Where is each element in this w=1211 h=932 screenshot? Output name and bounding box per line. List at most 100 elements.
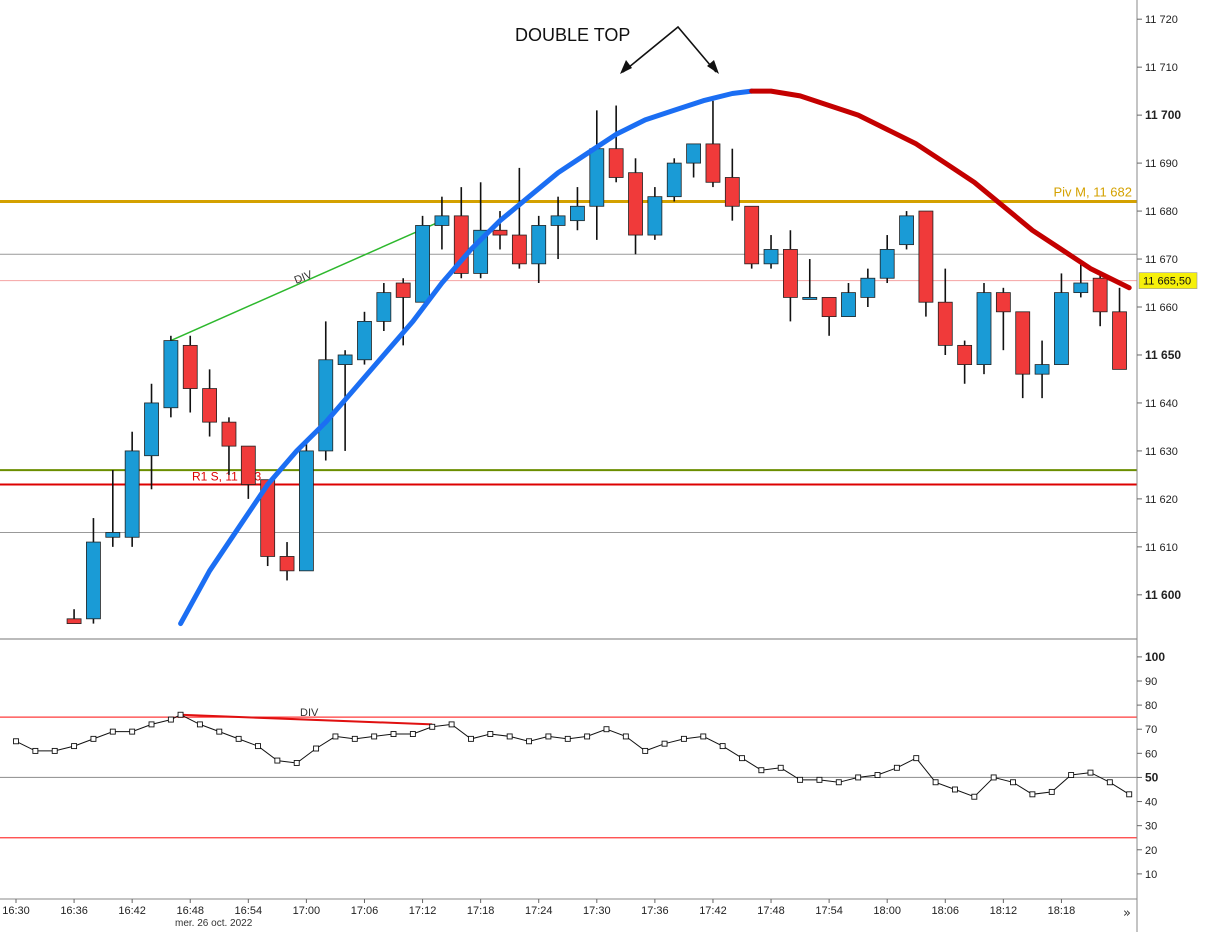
candle-body <box>511 234 527 265</box>
osc-point <box>371 733 378 740</box>
candle <box>608 105 624 183</box>
osc-point <box>274 757 281 764</box>
osc-point <box>932 779 939 786</box>
candle-body <box>221 421 237 447</box>
candle <box>357 311 372 365</box>
time-tick-label: 18:18 <box>1048 905 1076 917</box>
candle <box>976 283 992 375</box>
osc-point <box>351 735 358 742</box>
candle-body <box>279 556 295 572</box>
annotation-layer: DOUBLE TOP <box>515 25 719 74</box>
candle-body <box>124 450 140 538</box>
time-tick-label: 17:06 <box>351 905 379 917</box>
osc-point <box>448 721 455 728</box>
osc-point <box>1106 779 1113 786</box>
candle-body <box>376 292 392 322</box>
candle-body <box>415 225 430 303</box>
osc-point <box>700 733 707 740</box>
candle-body <box>163 340 179 409</box>
osc-point <box>564 735 571 742</box>
osc-point <box>1126 791 1133 798</box>
osc-point <box>913 755 920 762</box>
candle <box>279 542 295 581</box>
candle-body <box>202 388 218 423</box>
price-tick-label: 11 690 <box>1145 158 1178 170</box>
candle <box>724 148 740 221</box>
osc-point <box>71 743 78 750</box>
candle-body <box>1073 282 1089 294</box>
osc-point <box>661 740 668 747</box>
candle <box>260 479 276 567</box>
candle-body <box>686 143 701 164</box>
candle <box>918 210 934 317</box>
candle <box>202 369 218 437</box>
price-tick-label: 11 630 <box>1145 446 1178 458</box>
osc-point <box>148 721 155 728</box>
candle-body <box>550 215 566 226</box>
time-tick-label: 16:54 <box>235 905 263 917</box>
scroll-right-button[interactable]: » <box>1123 906 1131 921</box>
candle-body <box>434 215 450 226</box>
double-top-arrows <box>620 25 719 74</box>
candle-body <box>802 297 818 300</box>
candle <box>1034 340 1050 399</box>
osc-point <box>487 731 494 737</box>
osc-point <box>51 747 58 754</box>
candle-body <box>1092 277 1108 313</box>
candle <box>783 230 798 322</box>
candle <box>763 235 779 269</box>
candle <box>802 259 818 300</box>
candle-body <box>860 277 876 298</box>
candle-body <box>86 541 101 620</box>
candle <box>1015 311 1031 399</box>
candle <box>860 268 876 308</box>
osc-tick-label: 30 <box>1145 821 1157 833</box>
osc-point <box>409 731 416 737</box>
time-tick-label: 17:54 <box>815 905 843 917</box>
osc-tick-label: 50 <box>1145 770 1159 784</box>
osc-point <box>758 767 765 774</box>
osc-point <box>855 774 862 781</box>
price-divergence-line <box>170 219 443 342</box>
candle <box>434 196 450 250</box>
candle-body <box>531 225 547 265</box>
candle-body <box>144 402 159 457</box>
candle <box>221 417 237 475</box>
osc-point <box>32 747 39 754</box>
osc-divergence-label: DIV <box>300 707 319 719</box>
candle-body <box>744 205 760 265</box>
osc-tick-label: 10 <box>1145 869 1157 881</box>
candle <box>1073 263 1089 298</box>
price-tick-label: 11 680 <box>1145 206 1178 218</box>
price-tick-label: 11 620 <box>1145 494 1178 506</box>
candle <box>1054 273 1069 365</box>
time-tick-label: 18:00 <box>873 905 901 917</box>
osc-point <box>835 779 842 786</box>
candle <box>879 235 895 284</box>
candle-body <box>66 618 82 625</box>
candle <box>1092 273 1108 327</box>
candle-body <box>1054 292 1069 365</box>
osc-point <box>1010 779 1016 786</box>
candle <box>995 287 1011 351</box>
candle-body <box>1015 311 1031 375</box>
candle <box>66 609 82 625</box>
time-tick-label: 17:30 <box>583 905 611 917</box>
candle <box>531 215 547 284</box>
candle-body <box>724 177 740 207</box>
osc-point <box>468 735 474 742</box>
osc-point <box>739 755 745 762</box>
osc-point <box>1068 772 1075 778</box>
candle-body <box>628 172 643 236</box>
candle <box>686 143 701 178</box>
osc-point <box>777 764 784 771</box>
time-tick-label: 17:36 <box>641 905 669 917</box>
candle <box>744 205 760 269</box>
candle <box>957 340 973 384</box>
price-tick-label: 11 610 <box>1145 542 1178 554</box>
osc-point <box>642 747 649 754</box>
osc-point <box>797 776 804 783</box>
